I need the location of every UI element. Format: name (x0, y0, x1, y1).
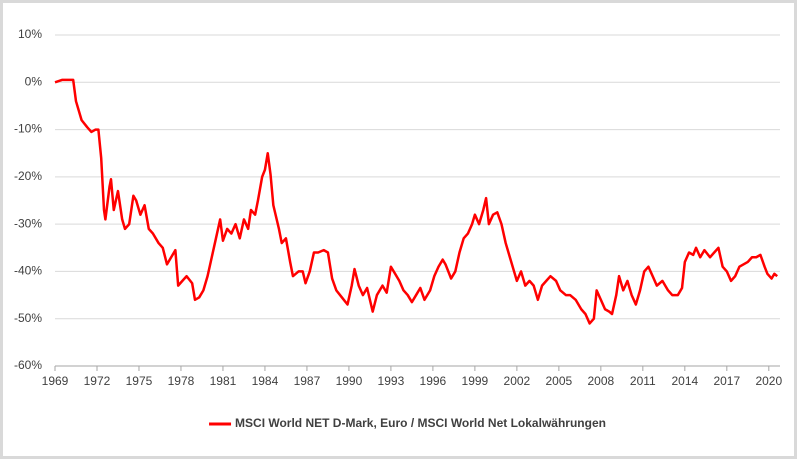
y-tick-label: 10% (18, 27, 42, 41)
y-tick-label: -60% (14, 358, 42, 372)
x-tick-label: 2008 (587, 374, 614, 388)
x-tick-label: 1981 (210, 374, 237, 388)
x-tick-label: 1999 (462, 374, 489, 388)
x-tick-label: 2011 (630, 374, 656, 388)
y-tick-label: -50% (14, 311, 42, 325)
x-tick-label: 2002 (504, 374, 531, 388)
x-tick-label: 1972 (84, 374, 111, 388)
x-tick-label: 1978 (168, 374, 195, 388)
x-tick-label: 1969 (42, 374, 69, 388)
x-tick-label: 1993 (378, 374, 405, 388)
y-tick-label: 0% (25, 74, 43, 88)
x-tick-label: 2005 (546, 374, 573, 388)
x-tick-label: 2017 (713, 374, 740, 388)
x-tick-label: 1990 (336, 374, 363, 388)
y-tick-label: -40% (14, 264, 42, 278)
x-tick-label: 1984 (252, 374, 279, 388)
y-tick-label: -20% (14, 169, 42, 183)
x-tick-label: 2020 (755, 374, 782, 388)
x-tick-label: 2014 (671, 374, 698, 388)
y-tick-label: -10% (14, 122, 42, 136)
x-tick-label: 1996 (420, 374, 447, 388)
line-series (54, 78, 779, 325)
x-tick-label: 1987 (294, 374, 321, 388)
legend-label: MSCI World NET D-Mark, Euro / MSCI World… (235, 416, 606, 430)
y-tick-label: -30% (14, 216, 42, 230)
x-tick-label: 1975 (126, 374, 153, 388)
